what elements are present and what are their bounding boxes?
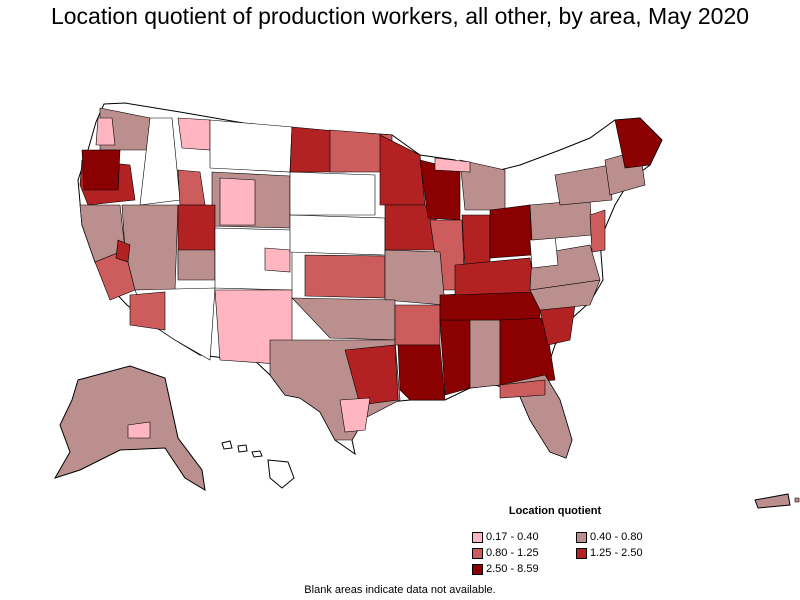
region-reno: [115, 239, 131, 263]
legend-title: Location quotient: [508, 505, 602, 517]
legend-label: 0.80 - 1.25: [486, 547, 539, 559]
region-georgia: [499, 317, 556, 386]
region-co-front: [264, 247, 291, 273]
hawaii-islands: [221, 440, 295, 489]
map-legend: 0.17 - 0.40 0.80 - 1.25 2.50 - 8.59 0.40…: [472, 530, 692, 580]
region-nebraska: [289, 214, 386, 256]
region-nj-md: [589, 209, 606, 253]
region-alabama: [469, 319, 501, 389]
region-florida: [498, 374, 573, 459]
region-maine: [614, 117, 663, 169]
region-pennsylvania: [529, 199, 593, 241]
region-utah-south: [177, 249, 216, 281]
region-arkansas: [394, 304, 441, 346]
region-mississippi: [439, 319, 471, 396]
legend-swatch: [576, 532, 587, 543]
legend-swatch: [472, 564, 483, 575]
blank-areas-note: Blank areas indicate data not available.: [304, 584, 496, 596]
legend-label: 0.40 - 0.80: [590, 531, 643, 543]
region-missouri: [384, 249, 446, 306]
region-ohio: [489, 204, 533, 259]
region-south-dakota: [289, 171, 376, 216]
legend-label: 2.50 - 8.59: [486, 563, 539, 575]
puerto-rico: [754, 493, 791, 509]
legend-swatch: [472, 532, 483, 543]
map-regions: [79, 107, 663, 459]
legend-label: 1.25 - 2.50: [590, 547, 643, 559]
map-title: Location quotient of production workers,…: [50, 3, 750, 29]
legend-label: 0.17 - 0.40: [486, 531, 539, 543]
region-or-west: [81, 149, 121, 191]
region-wa-coast: [95, 117, 116, 146]
legend-swatch: [472, 548, 483, 559]
region-wy-west: [219, 177, 256, 226]
region-louisiana: [397, 344, 446, 401]
region-fl-north: [499, 379, 546, 399]
region-montana: [209, 119, 293, 173]
region-houston: [339, 397, 371, 433]
region-phoenix: [129, 291, 166, 331]
region-indiana: [461, 214, 491, 271]
alaska-anchorage: [127, 421, 151, 439]
virgin-islands: [794, 497, 800, 503]
region-up-michigan: [434, 157, 471, 173]
region-new-york: [554, 164, 613, 206]
legend-swatch: [576, 548, 587, 559]
region-texas-east: [344, 344, 399, 406]
region-montana-west: [177, 117, 211, 151]
region-kansas: [304, 254, 386, 299]
